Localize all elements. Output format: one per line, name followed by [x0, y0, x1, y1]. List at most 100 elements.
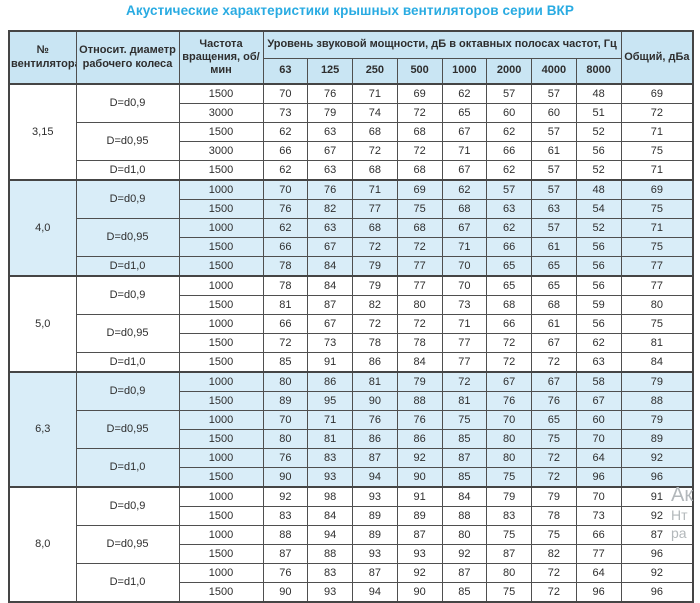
- diameter-cell: D=d0,9: [75, 275, 180, 315]
- table-row: 1500 90 93 94 90 85 75 72 96 96: [9, 467, 694, 488]
- diameter-cell: D=d0,9: [75, 371, 180, 411]
- spl-250-cell: 71: [352, 83, 398, 104]
- spl-250-cell: 93: [352, 486, 398, 507]
- spl-1000-cell: 67: [441, 160, 488, 181]
- fan-size-cell: 4,0: [8, 179, 77, 277]
- spl-2000-cell: 57: [486, 83, 532, 104]
- spl-63-cell: 80: [262, 429, 309, 449]
- table-row: 1500 83 84 89 89 88 83 78 73 92: [9, 506, 694, 526]
- spl-125-cell: 63: [307, 160, 353, 181]
- table-row: D=d0,95 1000 66 67 72 72 71 66 61 56 75: [9, 314, 694, 353]
- total-cell: 75: [620, 199, 694, 219]
- spl-1000-cell: 70: [441, 256, 488, 277]
- spl-1000-cell: 85: [441, 429, 488, 449]
- spl-500-cell: 84: [396, 352, 443, 373]
- spl-2000-cell: 75: [486, 582, 532, 603]
- total-cell: 79: [620, 371, 694, 392]
- spl-63-cell: 76: [262, 199, 309, 219]
- spl-500-cell: 86: [396, 429, 443, 449]
- total-cell: 69: [620, 83, 694, 104]
- table-row: D=d1,0 1000 76 83 87 92 87 80 72 64 92: [9, 448, 694, 488]
- spl-2000-cell: 87: [486, 544, 532, 564]
- col-header-freq-4000: 4000: [531, 57, 577, 85]
- table-row: 1500 66 67 72 72 71 66 61 56 75: [9, 237, 694, 257]
- spl-63-cell: 80: [262, 371, 309, 392]
- spl-125-cell: 88: [307, 544, 353, 564]
- spl-125-cell: 76: [307, 179, 353, 200]
- spl-1000-cell: 77: [441, 333, 488, 353]
- spl-125-cell: 84: [307, 256, 353, 277]
- spl-4000-cell: 61: [531, 314, 577, 334]
- col-header-freq-63: 63: [262, 57, 309, 85]
- spl-2000-cell: 62: [486, 160, 532, 181]
- spl-250-cell: 94: [352, 467, 398, 488]
- col-header-freq-2000: 2000: [486, 57, 532, 85]
- spl-8000-cell: 70: [575, 486, 622, 507]
- table-body: 3,15 D=d0,9 1500 70 76 71 69 62 57 57 48 69 3000 73 79…: [8, 83, 694, 603]
- spl-250-cell: 76: [352, 410, 398, 430]
- total-cell: 75: [620, 141, 694, 161]
- col-header-total: Общий, дБа: [620, 30, 694, 85]
- spl-4000-cell: 65: [531, 256, 577, 277]
- spl-125-cell: 67: [307, 237, 353, 257]
- spl-8000-cell: 51: [575, 103, 622, 123]
- spl-1000-cell: 71: [441, 141, 488, 161]
- table-row: D=d1,0 1500 62 63 68 68 67 62 57 52 71: [9, 160, 694, 181]
- spl-4000-cell: 68: [531, 295, 577, 315]
- spl-250-cell: 89: [352, 506, 398, 526]
- spl-8000-cell: 63: [575, 352, 622, 373]
- diameter-cell: D=d0,9: [75, 179, 180, 219]
- diameter-cell: D=d0,95: [75, 410, 180, 449]
- spl-8000-cell: 56: [575, 141, 622, 161]
- spl-4000-cell: 72: [531, 352, 577, 373]
- spl-8000-cell: 56: [575, 237, 622, 257]
- spl-1000-cell: 72: [441, 371, 488, 392]
- spl-250-cell: 72: [352, 237, 398, 257]
- rpm-cell: 1500: [178, 160, 264, 181]
- spl-2000-cell: 76: [486, 391, 532, 411]
- total-cell: 96: [620, 467, 694, 488]
- spl-500-cell: 72: [396, 103, 443, 123]
- spl-63-cell: 76: [262, 448, 309, 468]
- spl-4000-cell: 72: [531, 582, 577, 603]
- spl-2000-cell: 83: [486, 506, 532, 526]
- spl-1000-cell: 80: [441, 525, 488, 545]
- spl-2000-cell: 72: [486, 352, 532, 373]
- spl-125-cell: 67: [307, 314, 353, 334]
- spl-2000-cell: 63: [486, 199, 532, 219]
- spl-1000-cell: 62: [441, 179, 488, 200]
- rpm-cell: 1500: [178, 256, 264, 277]
- spl-1000-cell: 77: [441, 352, 488, 373]
- spl-8000-cell: 64: [575, 563, 622, 583]
- spl-4000-cell: 67: [531, 371, 577, 392]
- spl-4000-cell: 57: [531, 83, 577, 104]
- spl-8000-cell: 52: [575, 160, 622, 181]
- rpm-cell: 1500: [178, 122, 264, 142]
- rpm-cell: 1500: [178, 237, 264, 257]
- rpm-cell: 1500: [178, 352, 264, 373]
- acoustic-table: № вентилятора Относит. диаметр рабочего …: [8, 30, 695, 603]
- table-row: 5,0 D=d0,9 1000 78 84 79 77 70 65 65 56 77: [8, 275, 694, 373]
- spl-8000-cell: 60: [575, 410, 622, 430]
- spl-63-cell: 90: [262, 467, 309, 488]
- spl-8000-cell: 77: [575, 544, 622, 564]
- spl-2000-cell: 80: [486, 563, 532, 583]
- spl-125-cell: 86: [307, 371, 353, 392]
- spl-1000-cell: 84: [441, 486, 488, 507]
- total-cell: 92: [620, 448, 694, 468]
- spl-1000-cell: 71: [441, 237, 488, 257]
- spl-250-cell: 89: [352, 525, 398, 545]
- table-row: D=d1,0 1000 76 83 87 92 87 80 72 64 92: [9, 563, 694, 603]
- diameter-cell: D=d0,9: [75, 486, 180, 526]
- spl-125-cell: 93: [307, 467, 353, 488]
- table-row: 6,3 D=d0,9 1000 80 86 81 79 72 67 67 58 79: [8, 371, 694, 488]
- spl-250-cell: 81: [352, 371, 398, 392]
- spl-1000-cell: 70: [441, 275, 488, 296]
- spl-1000-cell: 62: [441, 83, 488, 104]
- rpm-cell: 1000: [178, 275, 264, 296]
- table-row: D=d0,95 1000 62 63 68 68 67 62 57 52 71: [9, 218, 694, 257]
- spl-2000-cell: 80: [486, 448, 532, 468]
- spl-2000-cell: 66: [486, 237, 532, 257]
- spl-63-cell: 81: [262, 295, 309, 315]
- spl-4000-cell: 79: [531, 486, 577, 507]
